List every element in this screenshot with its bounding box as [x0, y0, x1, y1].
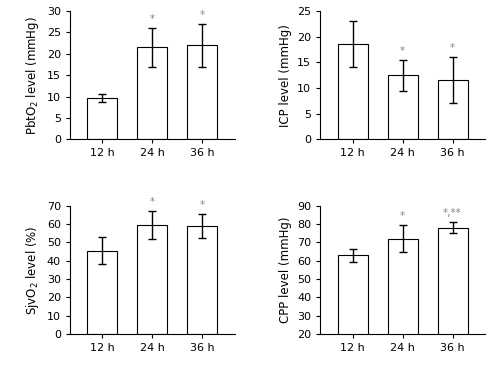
Bar [188, 226, 217, 334]
Text: *: * [400, 211, 405, 221]
Text: *: * [150, 197, 155, 207]
Y-axis label: SjvO$_2$ level (%): SjvO$_2$ level (%) [24, 225, 42, 315]
Y-axis label: ICP level (mmHg): ICP level (mmHg) [278, 24, 291, 127]
Text: *: * [400, 46, 405, 56]
Bar [438, 228, 468, 371]
Text: *: * [450, 43, 455, 53]
Bar [188, 45, 217, 139]
Bar [338, 45, 368, 139]
Bar [138, 47, 168, 139]
Y-axis label: PbtO$_2$ level (mmHg): PbtO$_2$ level (mmHg) [24, 16, 42, 135]
Bar [138, 225, 168, 334]
Bar [338, 255, 368, 371]
Bar [388, 75, 418, 139]
Bar [438, 80, 468, 139]
Y-axis label: CPP level (mmHg): CPP level (mmHg) [278, 217, 291, 323]
Text: *,**: *,** [443, 209, 462, 219]
Bar [88, 98, 118, 139]
Bar [88, 251, 118, 334]
Text: *: * [200, 10, 205, 20]
Bar [388, 239, 418, 371]
Text: *: * [200, 200, 205, 210]
Text: *: * [150, 14, 155, 24]
